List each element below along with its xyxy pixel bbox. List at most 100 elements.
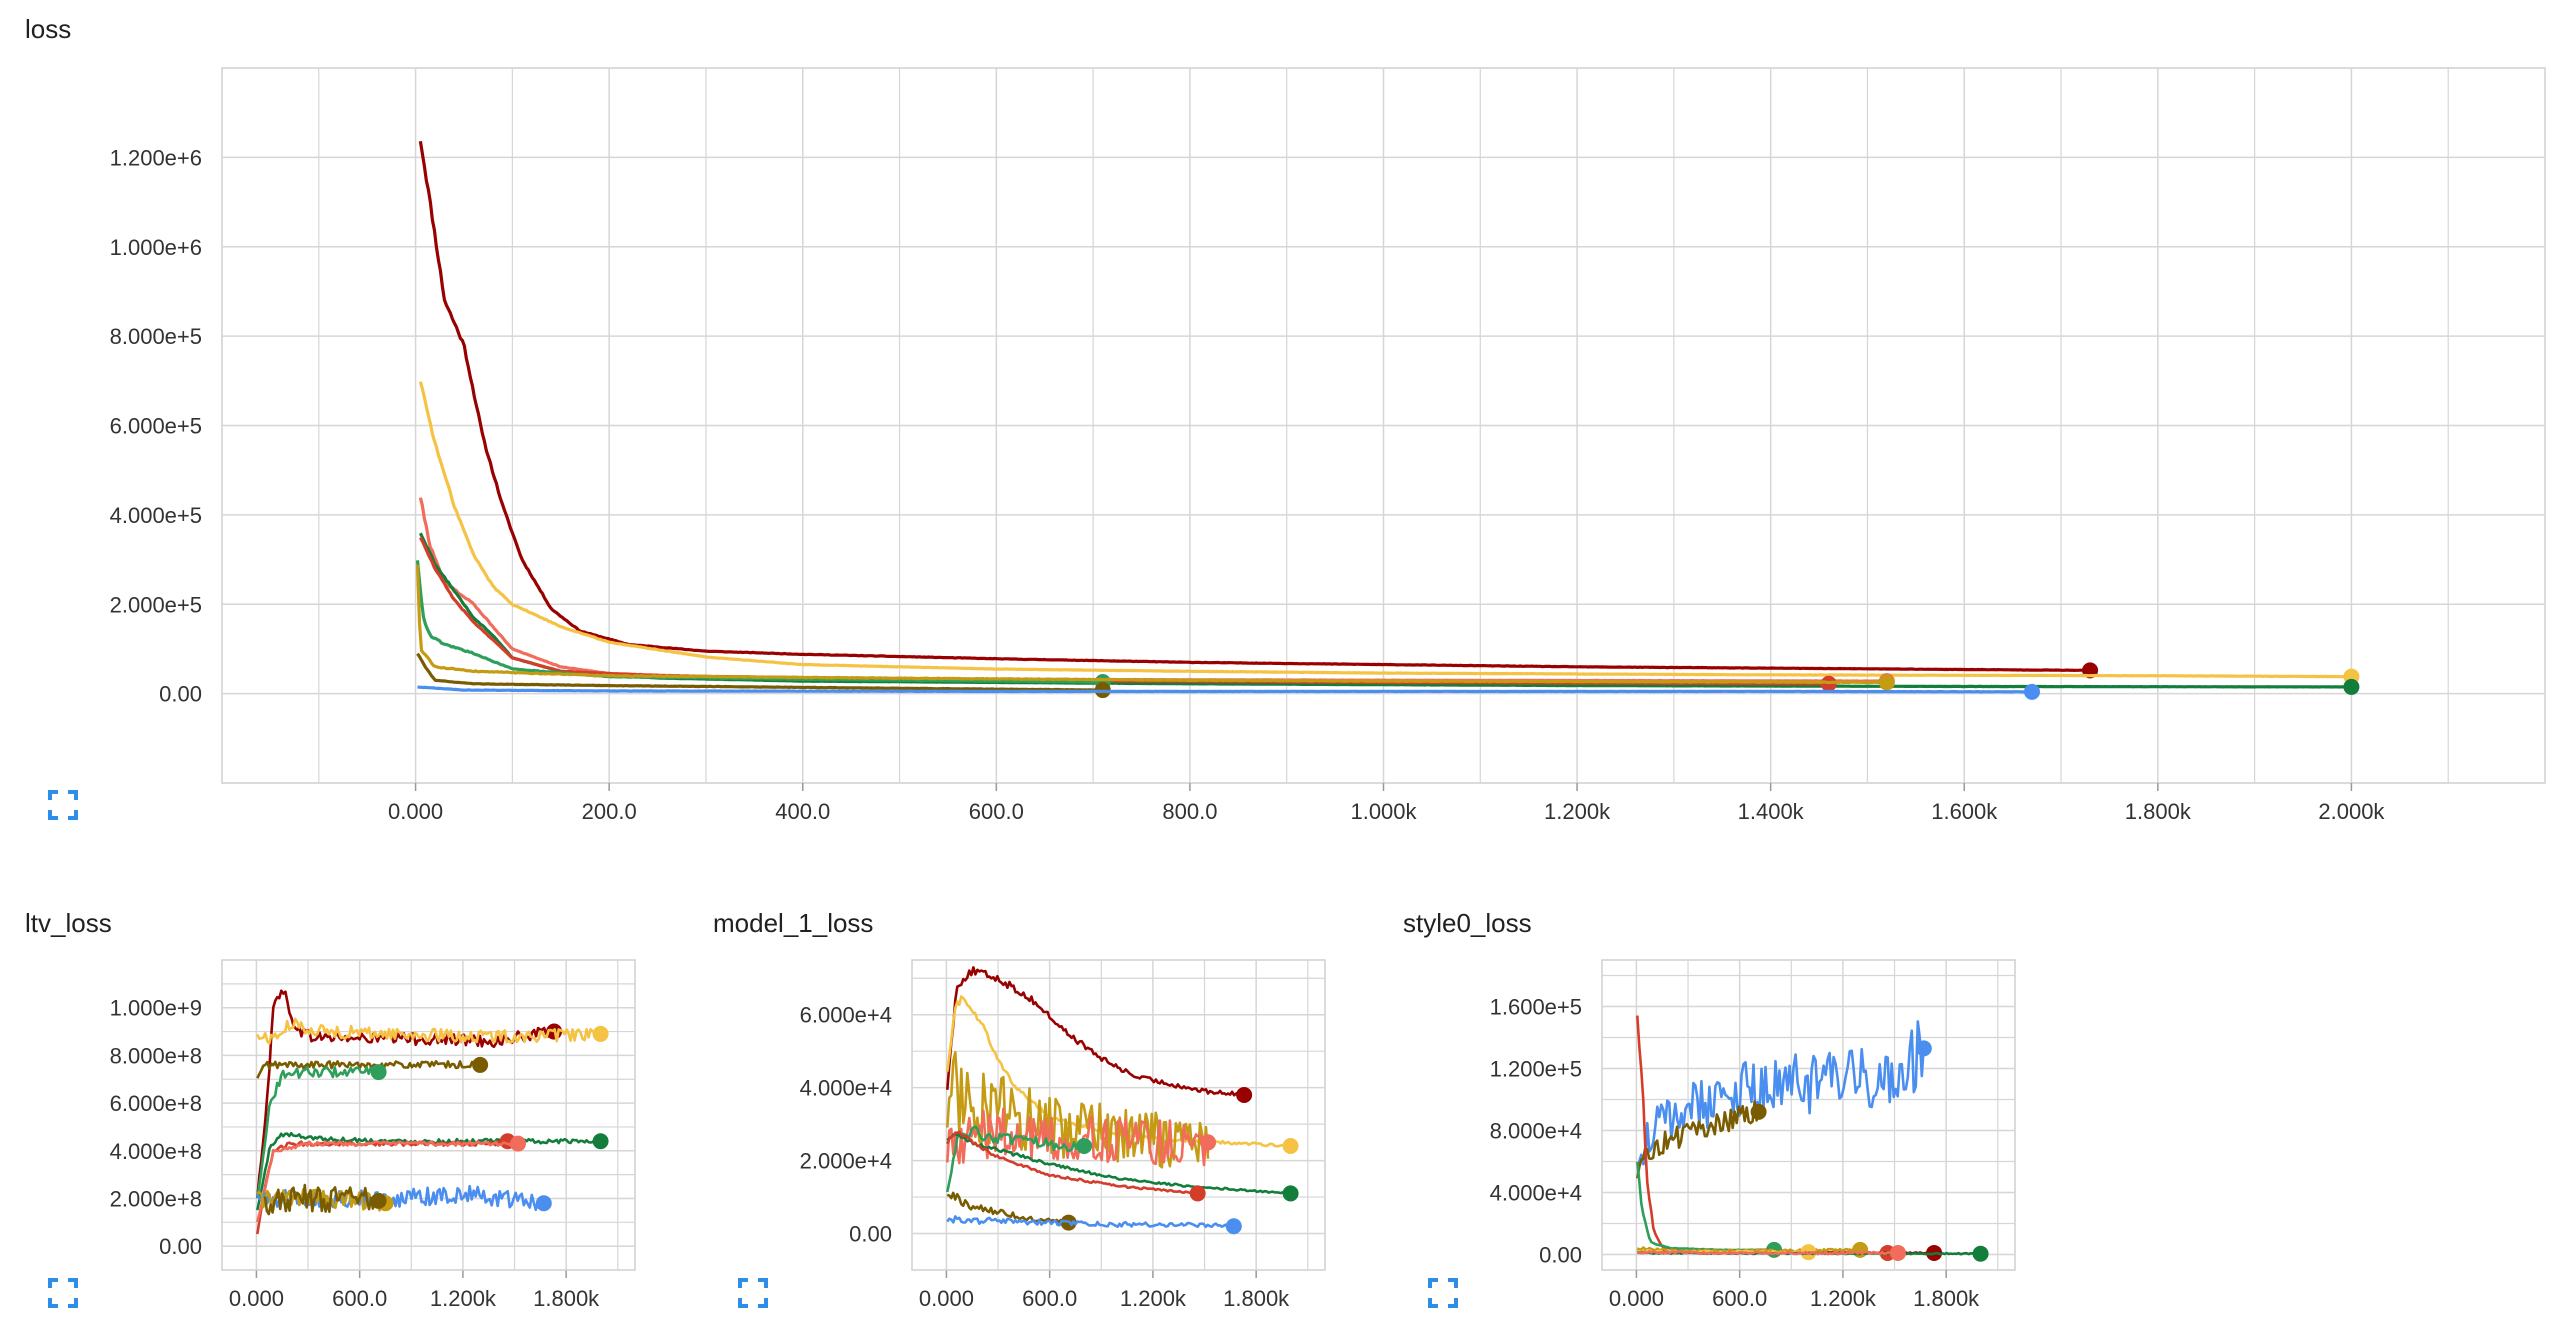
x-tick-label: 1.200k [1544,799,1611,824]
series-end-point[interactable] [2024,683,2041,700]
series-line[interactable] [256,1065,380,1199]
series-line[interactable] [946,1132,1291,1195]
plot-area [221,959,636,1271]
y-tick-label: 4.000e+5 [110,503,202,528]
series-line[interactable] [946,1107,1210,1167]
series-line[interactable] [417,685,2033,694]
chart-title-style0-loss: style0_loss [1403,908,1532,938]
series-group [415,140,2360,700]
y-tick-label: 1.000e+9 [110,996,202,1021]
y-tick-label: 1.200e+5 [1490,1057,1582,1082]
expand-icon-glyph [48,1278,78,1308]
series-end-point[interactable] [1076,1138,1093,1154]
series-line[interactable] [418,497,1887,683]
series-end-point[interactable] [370,1064,387,1081]
x-tick-label: 400.0 [775,799,830,824]
series-line[interactable] [946,1125,1086,1193]
series-line[interactable] [946,1215,1235,1230]
chart-title-ltv-loss: ltv_loss [25,908,112,938]
expand-icon[interactable] [1428,1278,1458,1308]
chart-style0-loss[interactable]: 0.000 600.0 1.200k 1.800k 0.00 4.000e+4 8.000e… [1380,950,2060,1328]
y-tick-label: 0.00 [849,1222,892,1247]
series-end-point[interactable] [1915,1040,1932,1057]
x-tick-label: 1.200k [1120,1286,1187,1311]
x-tick-label: 0.000 [388,799,443,824]
y-tick-label: 1.200e+6 [110,145,202,170]
y-tick-label: 8.000e+4 [1490,1119,1582,1144]
series-group [256,989,609,1235]
y-tick-label: 1.600e+5 [1490,995,1582,1020]
series-end-point[interactable] [1189,1185,1206,1202]
y-tick-label: 4.000e+4 [800,1076,892,1101]
series-end-point[interactable] [370,1192,387,1209]
series-line[interactable] [418,381,2352,679]
series-end-point[interactable] [1199,1134,1216,1151]
series-end-point[interactable] [1225,1218,1242,1235]
series-line[interactable] [1636,1250,1899,1256]
x-tick-label: 0.000 [229,1286,284,1311]
chart-ltv-loss[interactable]: 0.000 600.0 1.200k 1.800k 0.00 2.000e+8 4.000e… [0,950,680,1328]
series-line[interactable] [416,652,1103,692]
series-end-point[interactable] [509,1135,526,1152]
x-tick-label: 2.000k [2318,799,2385,824]
y-tick-label: 0.00 [159,1234,202,1259]
chart-loss[interactable]: 0.000 200.0 400.0 600.0 800.0 1.000k 1.200k 1.4… [0,60,2576,824]
x-tick-label: 600.0 [1022,1286,1077,1311]
y-tick-label: 4.000e+4 [1490,1181,1582,1206]
x-tick-label: 1.200k [1810,1286,1877,1311]
expand-icon-glyph [738,1278,768,1308]
series-end-point[interactable] [535,1195,552,1212]
x-tick-label: 0.000 [1609,1286,1664,1311]
series-line[interactable] [415,564,1888,685]
x-tick-label: 200.0 [582,799,637,824]
series-end-point[interactable] [1878,674,1895,691]
series-line[interactable] [256,1140,519,1223]
series-end-point[interactable] [1236,1086,1253,1103]
series-end-point[interactable] [1852,1241,1869,1258]
y-tick-label: 8.000e+8 [110,1043,202,1068]
series-group [1636,1015,1989,1262]
expand-icon-glyph [48,790,78,820]
series-end-point[interactable] [472,1056,489,1073]
plot-area [1601,959,2016,1271]
x-tick-label: 0.000 [919,1286,974,1311]
expand-icon[interactable] [738,1278,768,1308]
chart-title-model-1-loss: model_1_loss [713,908,874,938]
series-line[interactable] [946,1051,1210,1169]
series-line[interactable] [1636,1020,1926,1166]
x-tick-label: 1.000k [1350,799,1417,824]
x-tick-label: 1.800k [1913,1286,1980,1311]
x-tick-label: 1.800k [1223,1286,1290,1311]
series-end-point[interactable] [592,1133,609,1150]
y-tick-label: 2.000e+8 [110,1186,202,1211]
expand-icon[interactable] [48,1278,78,1308]
series-line[interactable] [418,140,2091,672]
series-line[interactable] [263,1183,380,1216]
series-line[interactable] [256,1060,482,1079]
series-end-point[interactable] [592,1025,609,1042]
series-end-point[interactable] [1972,1245,1989,1262]
series-end-point[interactable] [1282,1138,1299,1154]
series-line[interactable] [256,1184,546,1212]
y-tick-label: 1.000e+6 [110,235,202,260]
y-tick-label: 2.000e+4 [800,1149,892,1174]
x-tick-label: 1.800k [2125,799,2192,824]
series-end-point[interactable] [1750,1103,1767,1120]
chart-title-loss: loss [25,14,72,44]
series-line[interactable] [256,1131,602,1211]
series-line[interactable] [256,1017,602,1045]
series-line[interactable] [1636,1100,1760,1179]
series-line[interactable] [946,1130,1199,1196]
series-line[interactable] [946,966,1245,1098]
series-end-point[interactable] [2343,678,2360,695]
series-line[interactable] [946,1191,1070,1225]
x-tick-label: 1.600k [1931,799,1998,824]
y-tick-label: 0.00 [1539,1243,1582,1268]
series-end-point[interactable] [1282,1185,1299,1202]
series-end-point[interactable] [1889,1244,1906,1261]
expand-icon[interactable] [48,790,78,820]
chart-model-1-loss[interactable]: 0.000 600.0 1.200k 1.800k 0.00 2.000e+4 4.000e… [690,950,1370,1328]
x-tick-label: 800.0 [1162,799,1217,824]
series-line[interactable] [415,560,1103,684]
